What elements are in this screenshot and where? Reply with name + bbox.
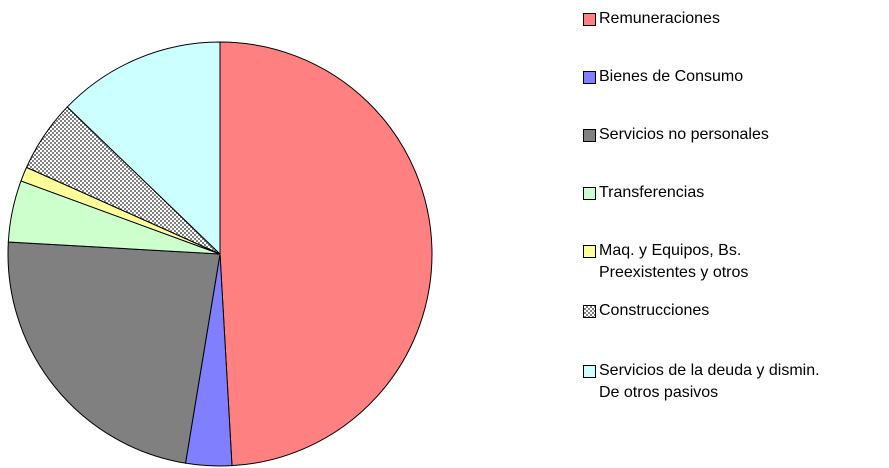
- legend-item: Bienes de Consumo: [583, 66, 823, 88]
- pie-slice: [66, 41, 221, 256]
- legend-swatch: [583, 129, 596, 142]
- pie-slice: [219, 41, 433, 467]
- legend-item: Servicios de la deuda y dismin. De otros…: [583, 360, 823, 404]
- legend-item: Transferencias: [583, 182, 823, 204]
- legend-item: Servicios no personales: [583, 124, 823, 146]
- legend-label: Construcciones: [599, 302, 710, 319]
- legend-swatch: [583, 187, 596, 200]
- legend-label: Servicios de la deuda y dismin. De otros…: [599, 362, 820, 401]
- legend-item: Maq. y Equipos, Bs. Preexistentes y otro…: [583, 240, 823, 284]
- legend-swatch: [583, 245, 596, 258]
- pie-slice: [7, 241, 221, 464]
- legend-label: Servicios no personales: [599, 126, 769, 143]
- legend-label: Maq. y Equipos, Bs. Preexistentes y otro…: [599, 242, 749, 281]
- legend-label: Bienes de Consumo: [599, 68, 744, 85]
- legend-label: Transferencias: [599, 184, 705, 201]
- legend-swatch: [583, 71, 596, 84]
- legend-swatch: [583, 365, 596, 378]
- legend-swatch: [583, 305, 596, 318]
- legend-swatch: [583, 13, 596, 26]
- legend-item: Remuneraciones: [583, 8, 823, 30]
- legend-item: Construcciones: [583, 300, 823, 322]
- legend-label: Remuneraciones: [599, 10, 720, 27]
